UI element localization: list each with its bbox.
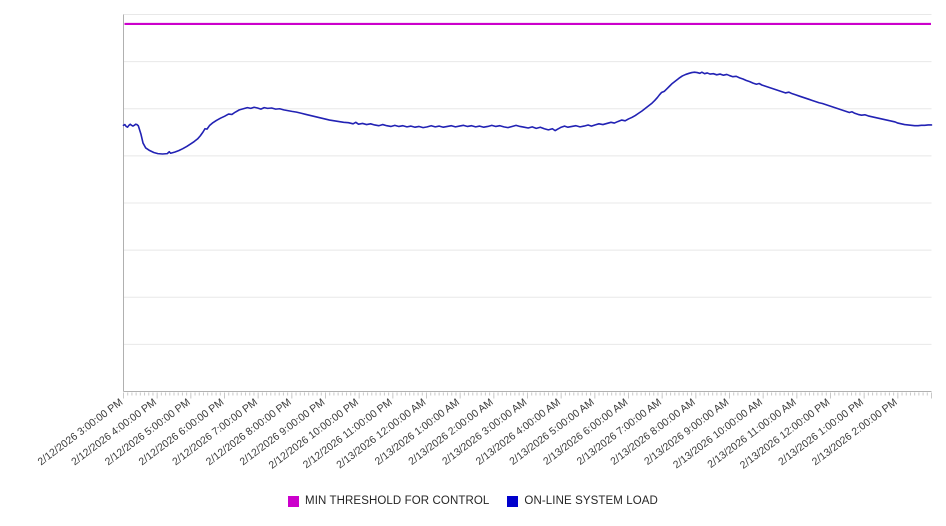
legend-item-min-threshold-for-control[interactable]: MIN THRESHOLD FOR CONTROL	[288, 495, 489, 507]
x-axis-ticks	[123, 392, 932, 399]
gridlines	[123, 14, 932, 392]
legend-item-label: MIN THRESHOLD FOR CONTROL	[305, 495, 490, 507]
legend-swatch-icon	[507, 495, 519, 507]
x-axis-tick-labels: 2/12/2026 3:00:00 PM2/12/2026 4:00:00 PM…	[36, 396, 900, 471]
legend-item-on-line-system-load[interactable]: ON-LINE SYSTEM LOAD	[507, 495, 658, 507]
series-on-line-system-load	[122, 71, 933, 155]
chart-legend: MIN THRESHOLD FOR CONTROL ON-LINE SYSTEM…	[0, 495, 946, 507]
load-line	[122, 71, 933, 155]
axis-lines	[123, 14, 932, 392]
legend-swatch-icon	[288, 495, 300, 507]
legend-item-label: ON-LINE SYSTEM LOAD	[524, 495, 658, 507]
